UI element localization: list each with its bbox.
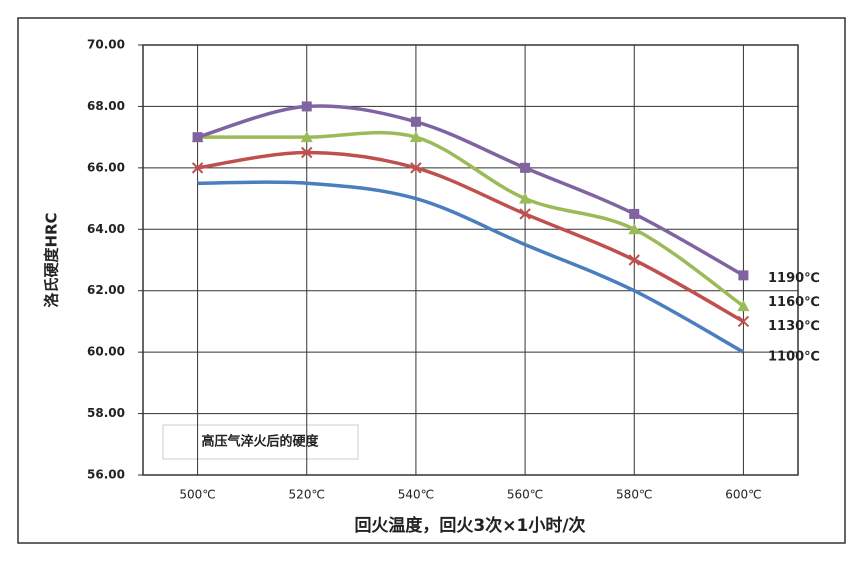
- marker: [519, 208, 531, 220]
- y-tick-label: 56.00: [87, 468, 125, 482]
- y-tick-label: 60.00: [87, 345, 125, 359]
- series-label: 1160℃: [768, 295, 820, 310]
- y-tick-label: 66.00: [87, 160, 125, 174]
- series-line: [197, 150, 745, 323]
- series-line: [197, 130, 745, 308]
- annotation: 高压气淬火后的硬度: [201, 434, 319, 450]
- x-tick-label: 520℃: [289, 488, 325, 502]
- marker: [301, 146, 313, 159]
- marker: [738, 270, 749, 281]
- series-label: 1100℃: [768, 350, 820, 365]
- marker: [628, 254, 640, 266]
- y-axis-label: 洛氏硬度HRC: [43, 212, 61, 307]
- marker: [629, 208, 640, 219]
- x-axis-label: 回火温度，回火3次×1小时/次: [354, 515, 585, 536]
- y-tick-label: 68.00: [87, 99, 125, 113]
- marker: [519, 192, 532, 204]
- y-tick-label: 70.00: [87, 38, 125, 52]
- marker: [737, 300, 750, 312]
- marker: [300, 131, 313, 143]
- x-tick-label: 540℃: [398, 488, 434, 502]
- series-line: [197, 104, 745, 277]
- marker: [409, 131, 422, 143]
- marker: [301, 101, 312, 112]
- x-tick-label: 500℃: [179, 488, 215, 502]
- marker: [410, 116, 421, 127]
- marker: [410, 162, 422, 174]
- annotation-box: [162, 424, 359, 460]
- marker: [628, 223, 641, 235]
- plot-area: [142, 44, 799, 476]
- series-line: [197, 180, 745, 354]
- marker: [192, 132, 203, 143]
- marker: [520, 162, 531, 173]
- series-label: 1130℃: [768, 319, 820, 334]
- x-tick-label: 600℃: [725, 488, 761, 502]
- marker: [191, 162, 204, 174]
- y-tick-label: 64.00: [87, 222, 125, 236]
- x-tick-label: 580℃: [616, 488, 652, 502]
- x-tick-label: 560℃: [507, 488, 543, 502]
- marker: [737, 315, 750, 328]
- y-tick-label: 62.00: [87, 283, 125, 297]
- y-tick-label: 58.00: [87, 406, 125, 420]
- series-label: 1190℃: [768, 271, 820, 286]
